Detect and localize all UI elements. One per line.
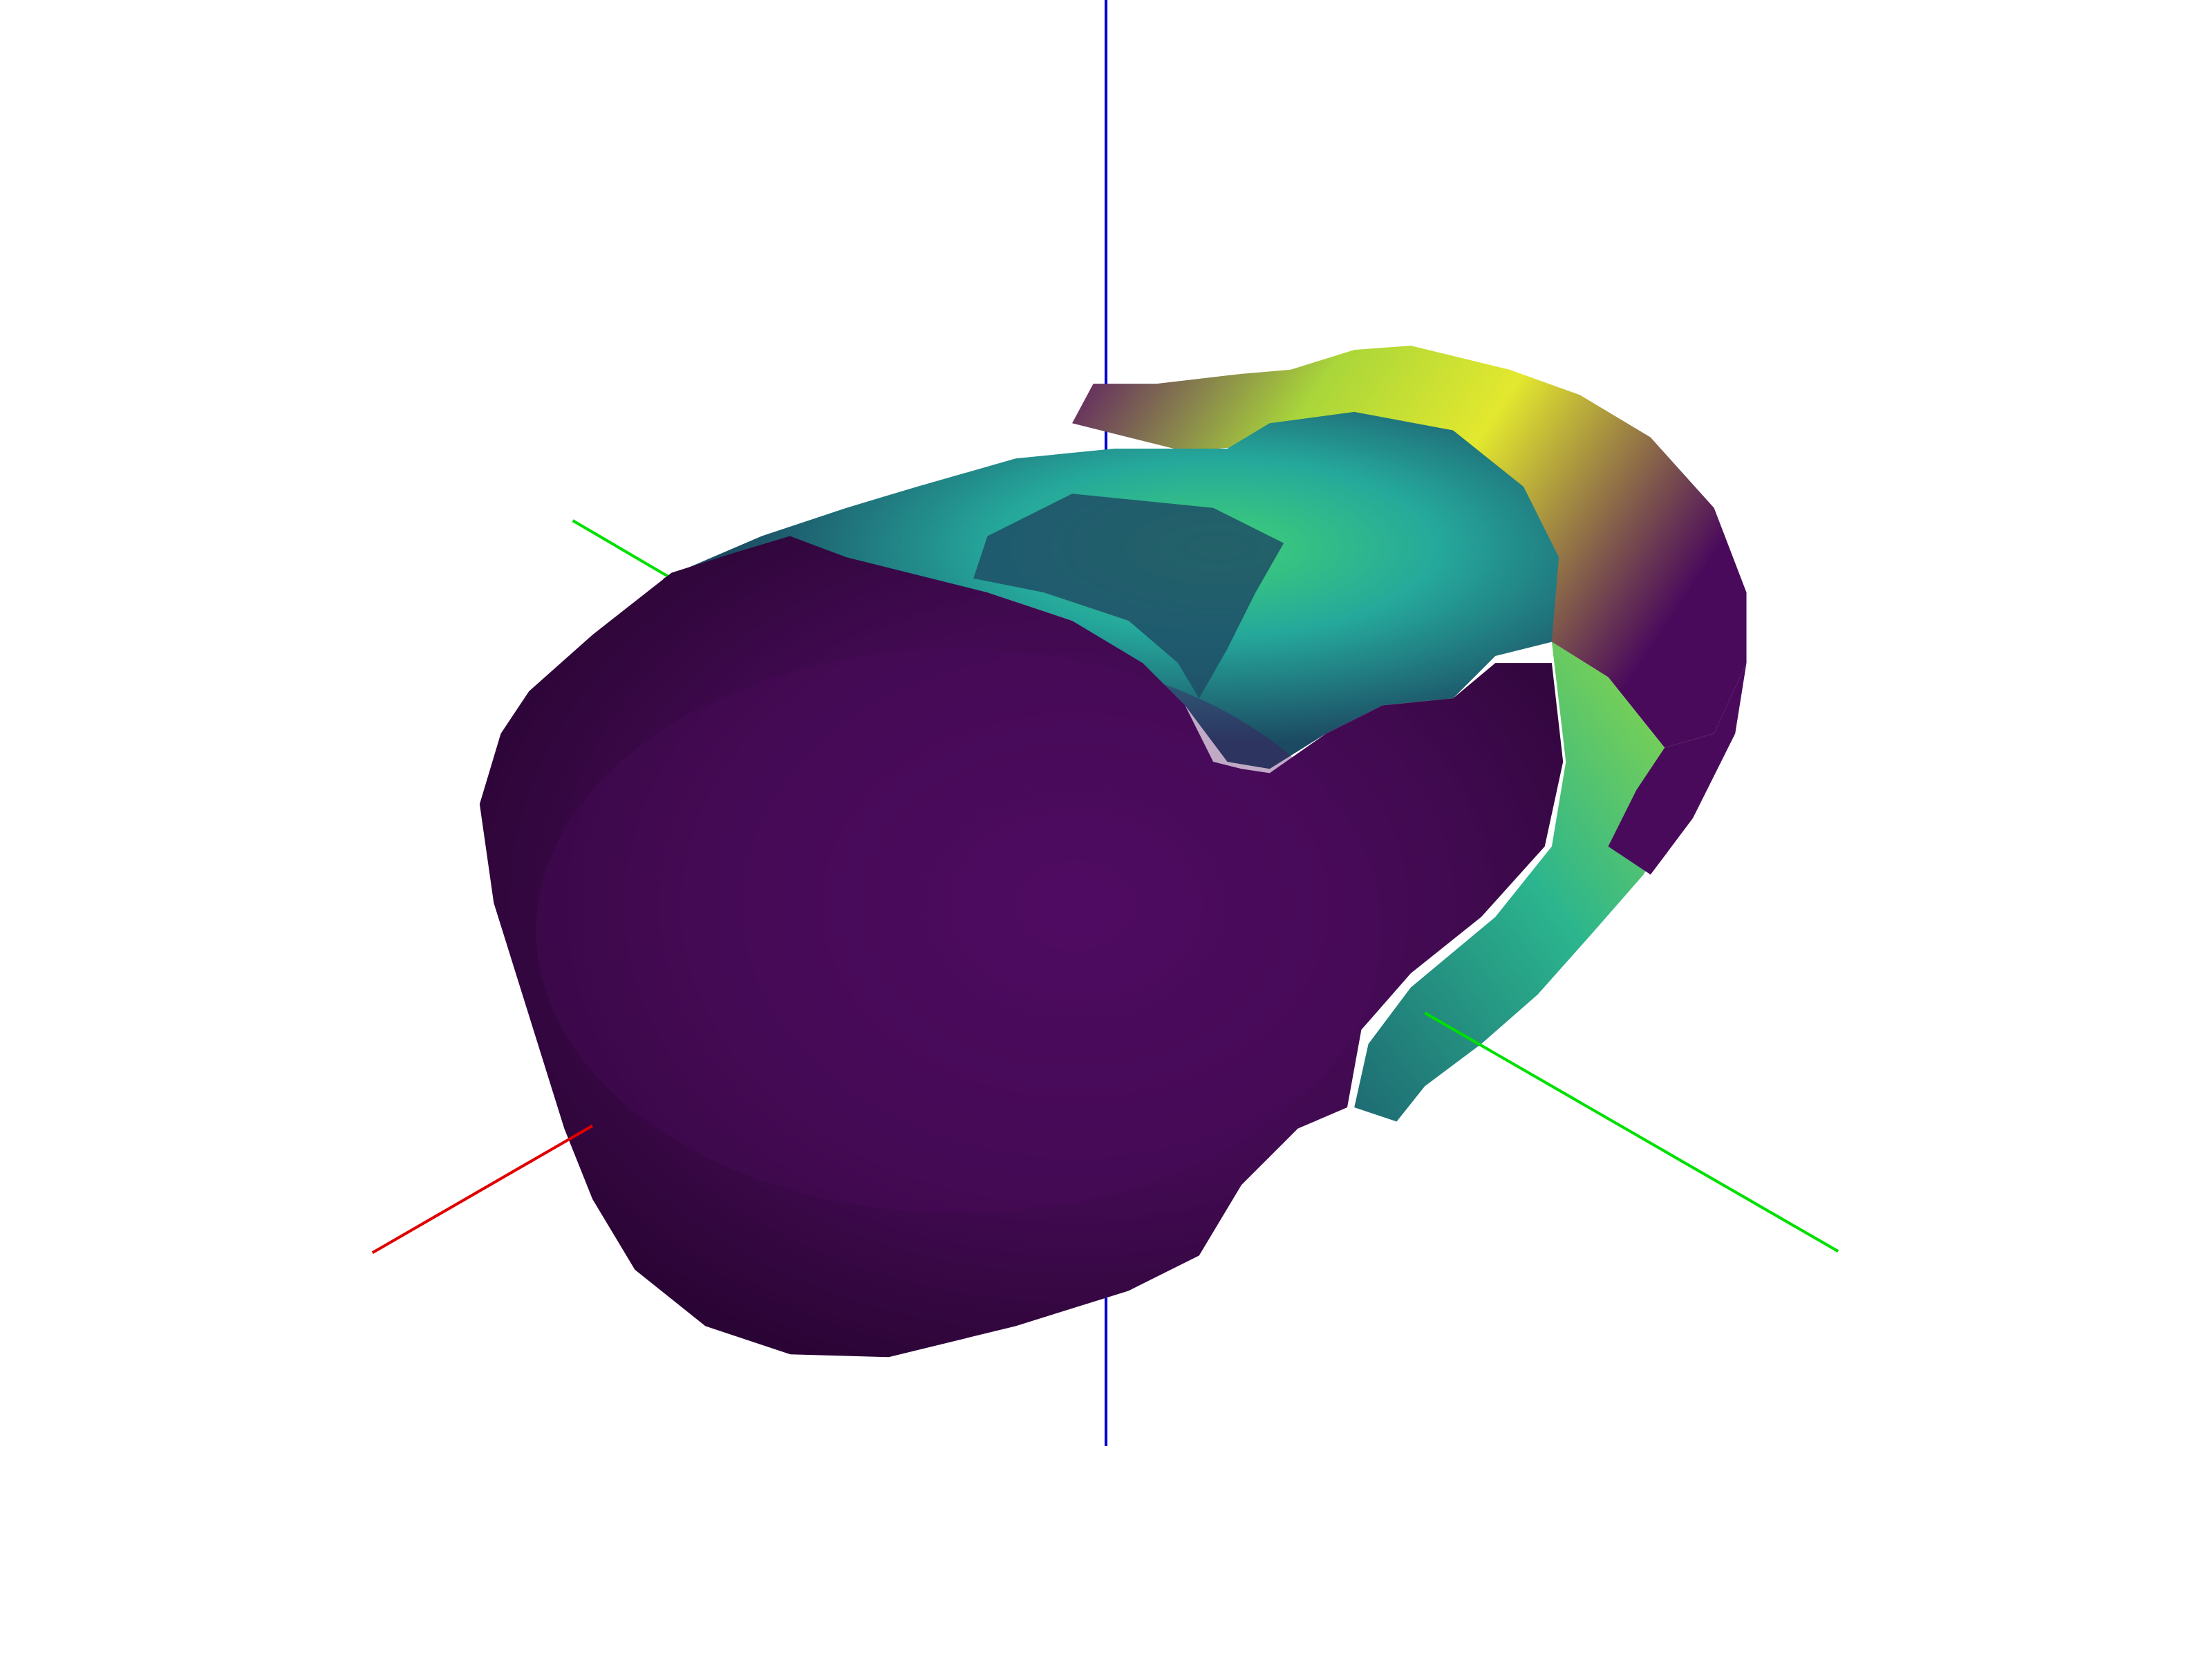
axis-y-back: [572, 519, 673, 580]
axis-y-front: [1424, 1011, 1839, 1253]
shell-right-purple: [1608, 663, 1747, 875]
shell-front-shade: [536, 648, 1382, 1214]
shell-right-wall: [1354, 641, 1714, 1122]
shell-outer-body: [479, 536, 1564, 1358]
axis-x: [371, 1124, 594, 1255]
shell-inner-facets: [973, 494, 1284, 699]
